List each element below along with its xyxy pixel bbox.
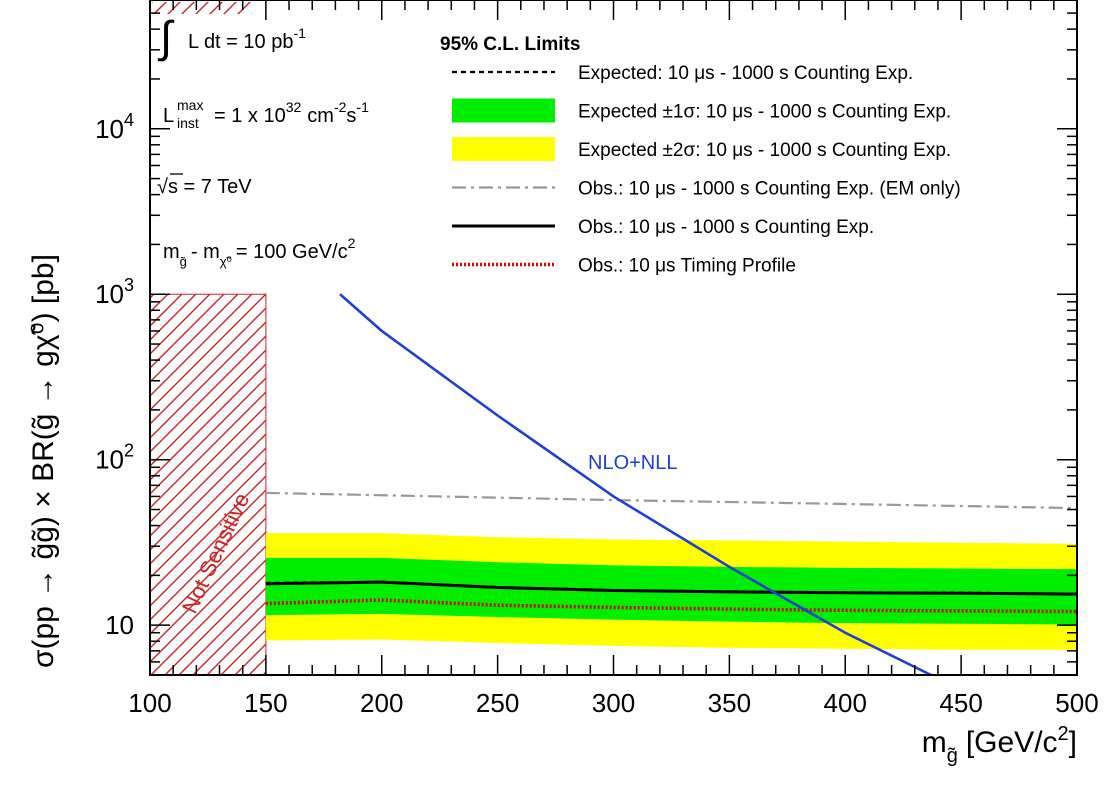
- linst-annotation: L: [163, 105, 174, 127]
- legend-label-0: Expected: 10 μs - 1000 s Counting Exp.: [578, 63, 913, 84]
- mass-difference-annotation: mg̃ - mχ̃⁰ = 100 GeV/c2: [163, 235, 356, 269]
- legend-swatch-1: [452, 98, 555, 123]
- x-tick-labels: 100 150 200 250 300 350 400 450 500: [128, 688, 1098, 718]
- x-tick-label: 350: [708, 688, 751, 718]
- not-sensitive-region-top: [152, 2, 252, 14]
- legend: 95% C.L. Limits Expected: 10 μs - 1000 s…: [440, 34, 961, 277]
- linst-sup: max: [177, 97, 203, 113]
- lumi-integral: ∫: [157, 13, 175, 62]
- legend-label-2: Expected ±2σ: 10 μs - 1000 s Counting Ex…: [578, 140, 951, 161]
- x-tick-label: 250: [476, 688, 519, 718]
- annotations: ∫ L dt = 10 pb-1 L max inst = 1 x 1032 cm…: [157, 13, 369, 269]
- x-tick-label: 150: [244, 688, 287, 718]
- sqrt-s-annotation: √s = 7 TeV: [157, 176, 252, 198]
- legend-header: 95% C.L. Limits: [440, 34, 580, 55]
- series-line-6: [339, 293, 932, 675]
- legend-label-5: Obs.: 10 μs Timing Profile: [578, 256, 796, 277]
- y-axis-title: σ(pp → g̃g̃) × BR(g̃ → gχ̃⁰) [pb]: [27, 254, 60, 668]
- plot-frame: [149, 0, 1078, 676]
- x-tick-label: 400: [824, 688, 867, 718]
- x-tick-label: 450: [939, 688, 982, 718]
- x-tick-label: 100: [128, 688, 171, 718]
- x-tick-label: 200: [360, 688, 403, 718]
- linst-sub: inst: [177, 115, 199, 131]
- legend-label-3: Obs.: 10 μs - 1000 s Counting Exp. (EM o…: [578, 179, 961, 200]
- linst-value: = 1 x 1032 cm-2s-1: [214, 99, 369, 127]
- series-line-2: [265, 491, 1077, 510]
- lines-layer: [265, 293, 1077, 675]
- y-tick-labels: 10 102 103 104: [95, 110, 134, 640]
- series-line-5: [265, 598, 1077, 614]
- not-sensitive-region: [149, 293, 267, 676]
- nlo-nll-label: NLO+NLL: [588, 452, 678, 474]
- legend-label-4: Obs.: 10 μs - 1000 s Counting Exp.: [578, 217, 874, 238]
- y-tick-label: 10: [105, 610, 134, 640]
- y-tick-label: 104: [95, 110, 134, 144]
- legend-label-1: Expected ±1σ: 10 μs - 1000 s Counting Ex…: [578, 102, 951, 123]
- x-tick-label: 300: [592, 688, 635, 718]
- lumi-annotation: L dt = 10 pb-1: [188, 25, 306, 53]
- y-tick-label: 103: [95, 275, 134, 309]
- x-tick-label: 500: [1055, 688, 1098, 718]
- x-axis-title: mg̃ [GeV/c2]: [922, 723, 1077, 767]
- y-tick-label: 102: [95, 441, 134, 475]
- legend-swatch-2: [452, 137, 555, 161]
- series-line-4: [265, 580, 1077, 596]
